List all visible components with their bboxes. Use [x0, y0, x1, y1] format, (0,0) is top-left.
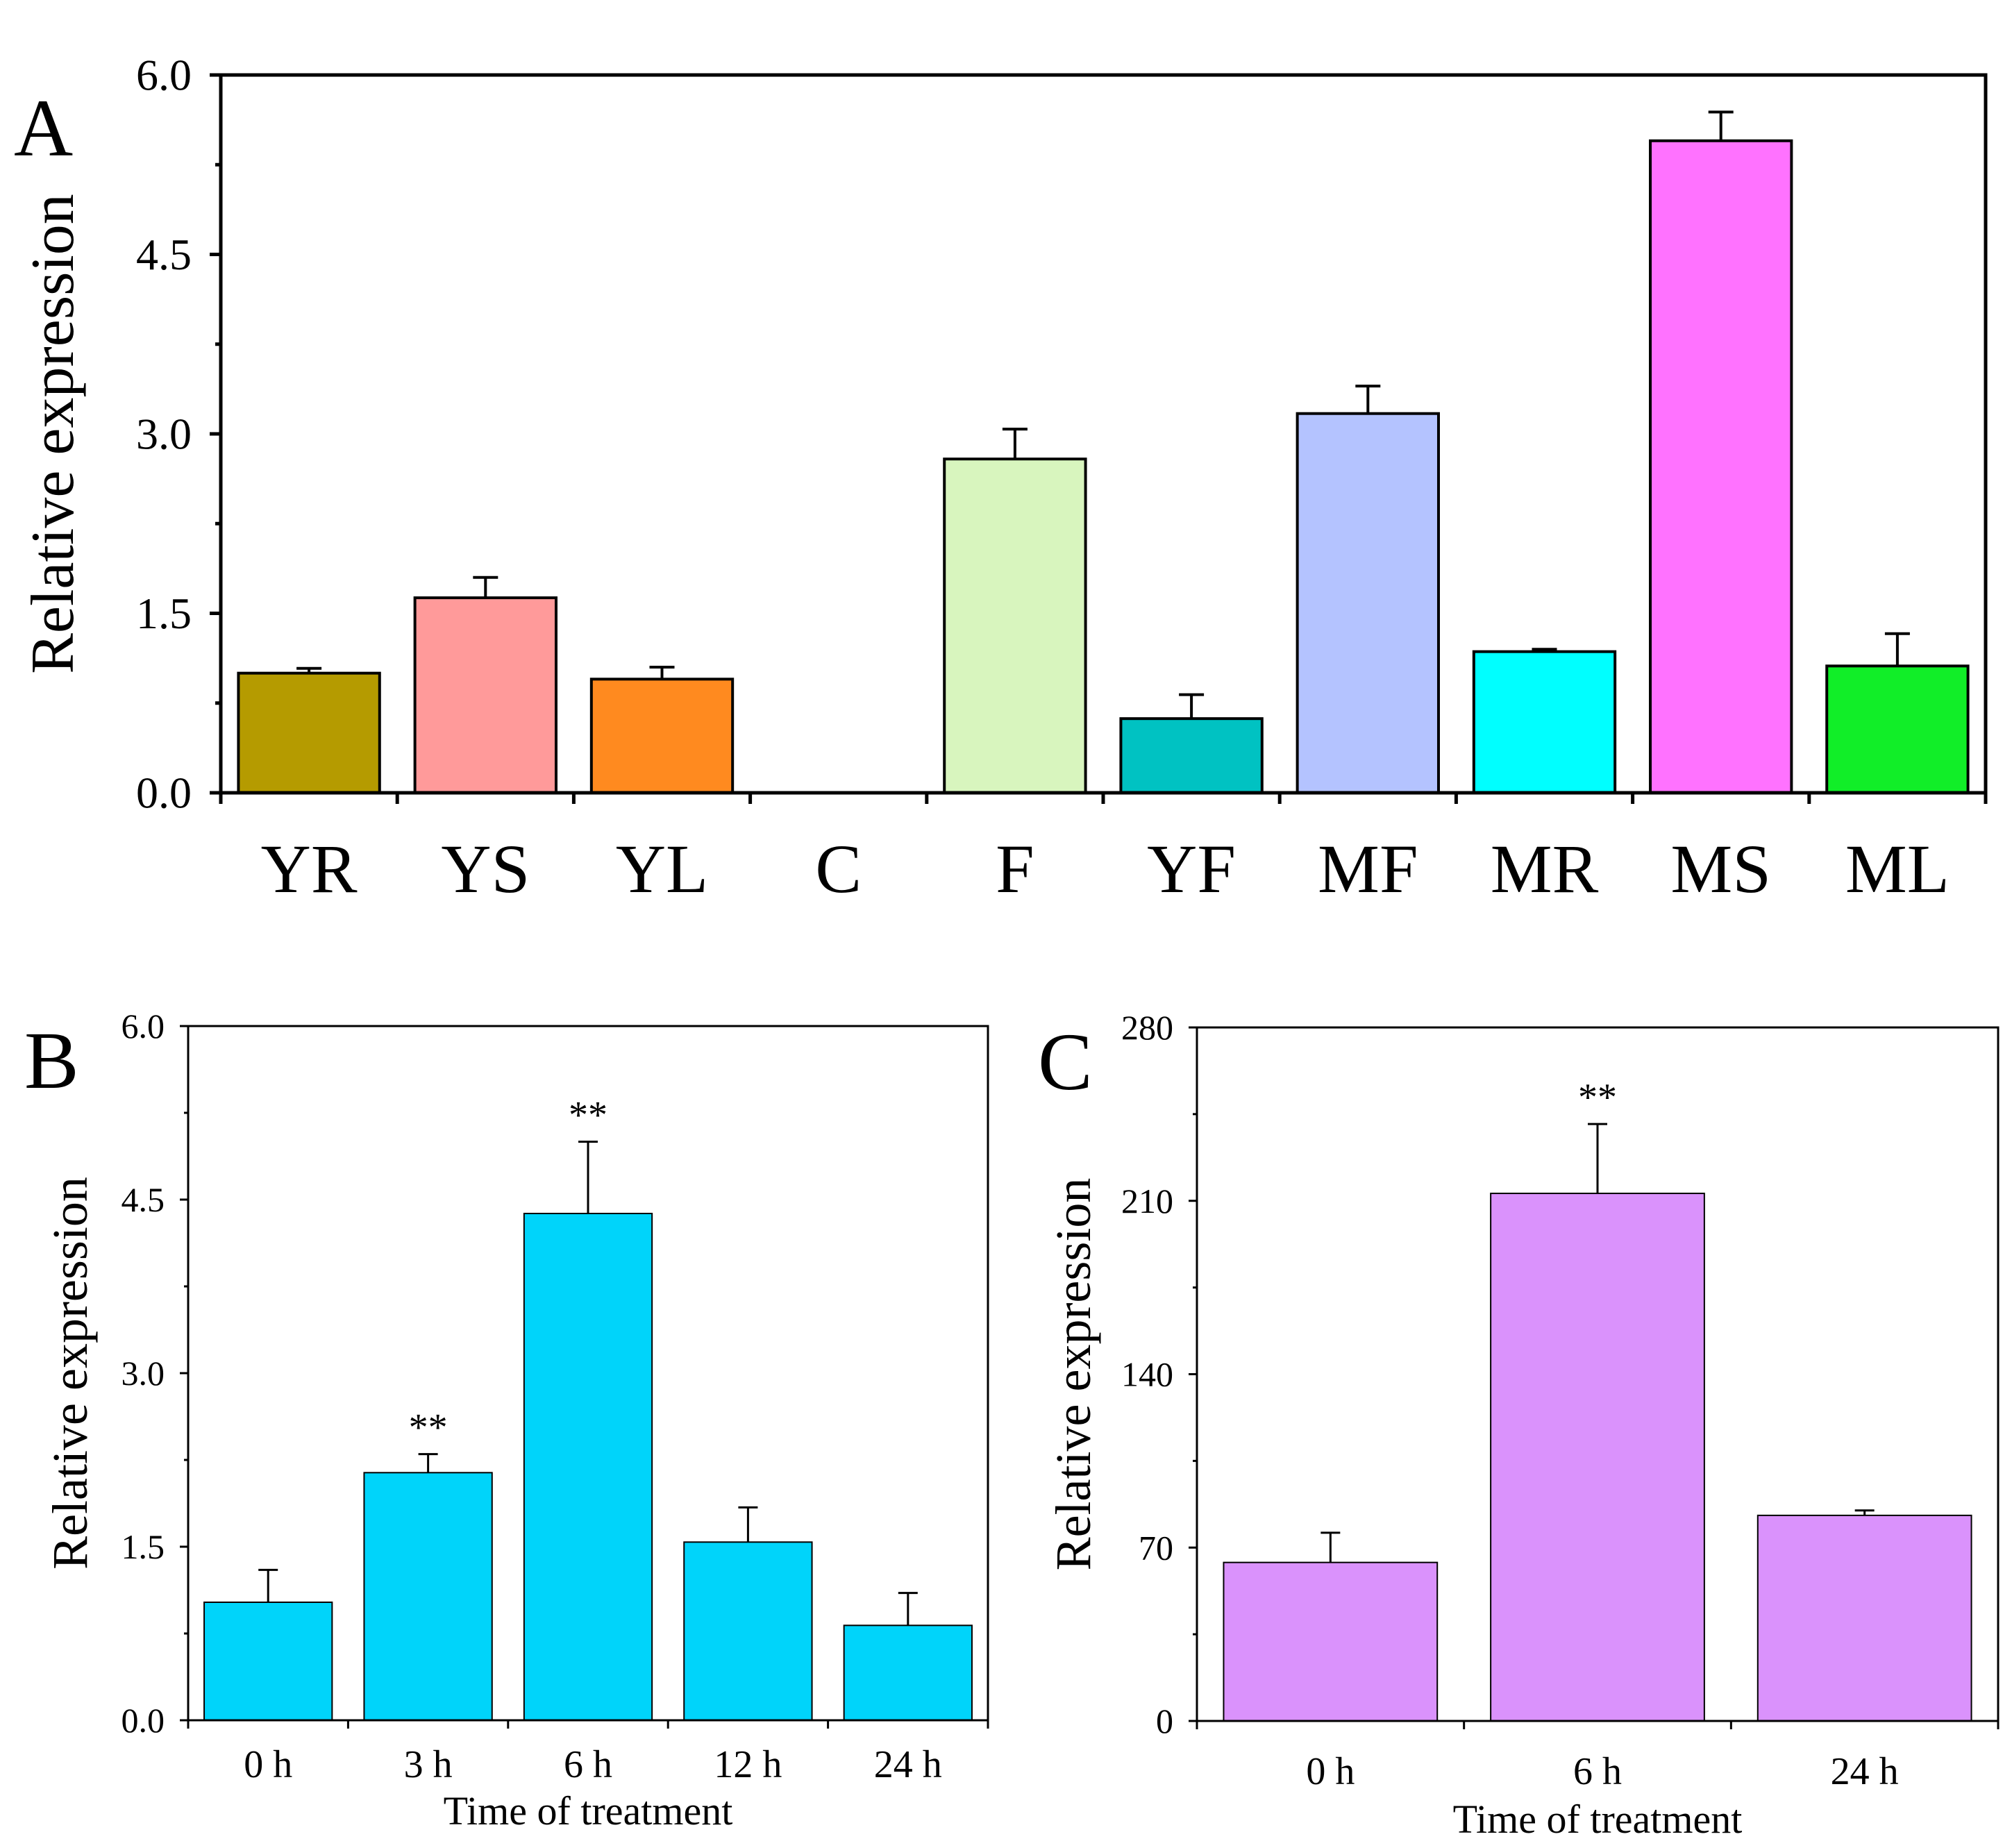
x-tick-label: 6 h: [564, 1743, 612, 1786]
bar-yf: [1119, 717, 1264, 794]
x-axis-label: Time of treatment: [444, 1788, 733, 1833]
y-tick-label: 0: [1156, 1702, 1173, 1740]
y-tick-label: 4.5: [136, 230, 192, 279]
y-axis-label: Relative expression: [19, 194, 87, 674]
x-tick-label: 0 h: [1306, 1750, 1355, 1793]
panel-b-chart: B 0 h ** 3 h ** 6 h 12 h 24 h 0.0 1.5 3.0 4.5 6.0 Rel…: [24, 1007, 989, 1833]
panel-c-chart: C 0 h ** 6 h 24 h 0 70 140 210 280 Relative expres…: [1038, 1008, 2000, 1842]
bar-0h: [203, 1602, 333, 1721]
y-tick-label: 70: [1139, 1528, 1173, 1567]
y-tick-label: 1.5: [121, 1527, 165, 1566]
bar-yl: [589, 678, 735, 794]
x-tick-label: 24 h: [874, 1743, 942, 1786]
y-tick-label: 280: [1121, 1008, 1173, 1047]
panel-label: A: [14, 83, 73, 174]
panel-label: C: [1038, 1016, 1093, 1107]
x-tick-label: YR: [261, 830, 358, 907]
y-tick-label: 6.0: [136, 51, 192, 100]
bar-12h: [683, 1541, 813, 1721]
y-tick-label: 4.5: [121, 1180, 165, 1219]
x-tick-label: MS: [1670, 830, 1771, 907]
x-tick-label: YL: [616, 830, 708, 907]
bar-ms: [1649, 139, 1793, 795]
panel-a-chart: A YR YS YL C F YF MF MR MS ML 0.0 1.5 3.0 4.5 6.0 Relati…: [14, 51, 1988, 907]
x-tick-label: 3 h: [404, 1743, 453, 1786]
bar-mf: [1296, 412, 1440, 794]
bar-6h: [1490, 1193, 1705, 1722]
x-tick-label: 6 h: [1573, 1750, 1622, 1793]
y-tick-label: 0.0: [121, 1701, 165, 1740]
bar-24h: [843, 1624, 973, 1721]
x-tick-label: 24 h: [1831, 1750, 1899, 1793]
y-tick-label: 210: [1121, 1182, 1173, 1220]
y-axis-label: Relative expression: [42, 1177, 98, 1570]
y-tick-label: 1.5: [136, 589, 192, 638]
x-tick-label: 0 h: [244, 1743, 292, 1786]
panel-label: B: [24, 1015, 79, 1106]
bar-0h: [1223, 1561, 1439, 1722]
bar-f: [943, 457, 1087, 794]
y-tick-label: 0.0: [136, 768, 192, 818]
plot-frame: [219, 73, 1988, 795]
x-axis-label: Time of treatment: [1453, 1797, 1743, 1842]
significance-marker: **: [409, 1406, 448, 1450]
bar-ml: [1825, 664, 1970, 794]
x-tick-label: F: [996, 830, 1034, 907]
y-tick-label: 140: [1121, 1355, 1173, 1394]
bar-ys: [413, 596, 558, 794]
x-tick-label: YF: [1147, 830, 1236, 907]
bar-6h: [523, 1213, 653, 1721]
bar-mr: [1472, 650, 1617, 794]
significance-marker: **: [1578, 1076, 1617, 1119]
y-tick-label: 3.0: [121, 1354, 165, 1393]
y-tick-label: 3.0: [136, 410, 192, 459]
y-axis-label: Relative expression: [1046, 1178, 1101, 1571]
x-tick-label: MR: [1491, 830, 1599, 907]
bar-24h: [1757, 1514, 1972, 1722]
x-tick-label: YS: [441, 830, 530, 907]
x-tick-label: C: [815, 830, 862, 907]
bar-3h: [363, 1472, 493, 1721]
plot-frame: [1196, 1026, 2000, 1722]
significance-marker: **: [569, 1094, 607, 1137]
x-tick-label: MF: [1318, 830, 1418, 907]
y-tick-label: 6.0: [121, 1007, 165, 1045]
x-tick-label: 12 h: [714, 1743, 782, 1786]
bar-yr: [237, 671, 381, 795]
plot-frame: [187, 1025, 989, 1722]
x-tick-label: ML: [1845, 830, 1950, 907]
